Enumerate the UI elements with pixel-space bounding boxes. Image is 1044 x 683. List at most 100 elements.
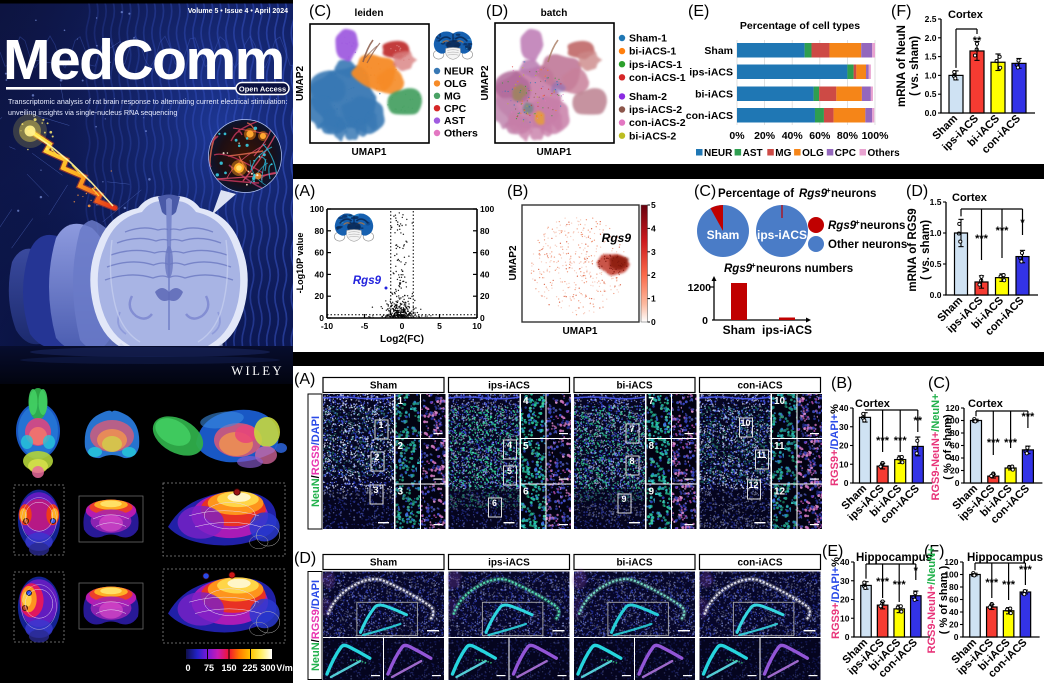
svg-text:0: 0 [844, 478, 849, 488]
svg-text:(E): (E) [688, 3, 709, 20]
svg-text:(A): (A) [294, 183, 315, 200]
svg-text:100: 100 [945, 416, 959, 426]
svg-text:Rgs9: Rgs9 [799, 188, 828, 200]
svg-text:60: 60 [949, 595, 959, 605]
svg-text:(C): (C) [928, 375, 950, 392]
svg-text:120: 120 [945, 403, 959, 413]
svg-text:(A): (A) [294, 371, 315, 388]
svg-text:75: 75 [204, 663, 214, 673]
svg-text:Percentage of cell types: Percentage of cell types [740, 20, 860, 32]
svg-text:100: 100 [944, 570, 958, 580]
svg-text:V/m: V/m [276, 663, 293, 673]
svg-text:NeuN/RGS9/DAPI: NeuN/RGS9/DAPI [310, 416, 322, 507]
svg-text:40: 40 [480, 269, 490, 279]
svg-text:Open Access: Open Access [239, 85, 286, 94]
svg-text:(C): (C) [309, 3, 331, 20]
svg-text:12: 12 [748, 480, 758, 490]
svg-text:11: 11 [774, 441, 785, 452]
svg-text:30: 30 [839, 422, 849, 432]
svg-text:300: 300 [260, 663, 275, 673]
svg-text:mRNA of RGS9: mRNA of RGS9 [907, 208, 919, 291]
svg-text:20: 20 [949, 620, 959, 630]
svg-text:OLG: OLG [444, 78, 467, 90]
svg-text:Others: Others [868, 148, 901, 159]
svg-text:ips-iACS: ips-iACS [488, 558, 530, 569]
svg-text:Transcriptomic analysis of rat: Transcriptomic analysis of rat brain res… [8, 97, 287, 106]
svg-text:con-iACS: con-iACS [686, 110, 733, 122]
svg-text:0: 0 [185, 663, 190, 673]
svg-text:(E): (E) [822, 543, 843, 560]
svg-text:(B): (B) [831, 375, 852, 392]
svg-text:2: 2 [374, 452, 379, 462]
svg-text:0: 0 [955, 478, 960, 488]
svg-text:20: 20 [840, 595, 850, 605]
svg-text:Rgs9: Rgs9 [353, 275, 382, 287]
svg-text:80: 80 [950, 428, 960, 438]
svg-text:0: 0 [400, 321, 405, 331]
svg-text:**: ** [973, 35, 982, 47]
svg-text:Sham-1: Sham-1 [629, 33, 667, 45]
svg-text:OLG: OLG [802, 148, 824, 159]
svg-text:Others: Others [444, 128, 478, 140]
svg-text:0.5: 0.5 [925, 89, 937, 99]
svg-text:4: 4 [507, 440, 512, 450]
svg-text:40%: 40% [782, 130, 804, 142]
svg-text:0: 0 [702, 315, 708, 327]
svg-text:bi-iACS: bi-iACS [616, 381, 652, 392]
svg-text:Cortex: Cortex [948, 9, 984, 21]
svg-text:RGS9-NeuN+/NeuN+: RGS9-NeuN+/NeuN+ [926, 547, 938, 654]
svg-text:ips-iACS-1: ips-iACS-1 [629, 59, 682, 71]
svg-text:Volume 5 • Issue 4 • April 202: Volume 5 • Issue 4 • April 2024 [188, 8, 288, 15]
svg-text:bi-iACS: bi-iACS [695, 88, 733, 100]
svg-text:60: 60 [950, 441, 960, 451]
svg-text:0.0: 0.0 [930, 290, 942, 300]
svg-text:batch: batch [541, 8, 568, 19]
svg-text:bi-iACS-2: bi-iACS-2 [629, 130, 676, 142]
svg-text:leiden: leiden [355, 8, 384, 19]
svg-text:( % of sham ): ( % of sham ) [938, 565, 950, 634]
svg-text:Hippocampus: Hippocampus [856, 552, 932, 564]
svg-text:9: 9 [649, 487, 655, 498]
svg-text:UMAP2: UMAP2 [295, 66, 306, 101]
svg-text:0: 0 [651, 317, 656, 327]
svg-text:Sham: Sham [707, 228, 740, 242]
svg-text:(D): (D) [486, 3, 508, 20]
svg-text:2: 2 [651, 270, 656, 280]
svg-text:RGS9+/DAPI+%: RGS9+/DAPI+% [829, 404, 841, 486]
svg-text:0%: 0% [729, 130, 745, 142]
svg-text:80%: 80% [837, 130, 859, 142]
svg-text:100%: 100% [862, 130, 890, 142]
svg-text:con-iACS: con-iACS [738, 381, 783, 392]
svg-text:(B): (B) [507, 183, 528, 200]
svg-text:bi-iACS-1: bi-iACS-1 [629, 46, 676, 58]
svg-text:8: 8 [629, 456, 634, 466]
svg-text:Rgs9: Rgs9 [724, 263, 753, 275]
svg-text:mRNA of NeuN: mRNA of NeuN [896, 25, 908, 107]
svg-text:1.0: 1.0 [925, 70, 937, 80]
svg-text:con-iACS-1: con-iACS-1 [629, 72, 686, 84]
svg-text:Rgs9: Rgs9 [828, 220, 857, 232]
svg-text:CPC: CPC [835, 148, 856, 159]
svg-text:5: 5 [651, 200, 656, 210]
svg-text:+: + [751, 261, 756, 270]
svg-text:(D): (D) [906, 183, 928, 200]
svg-text:ips-iACS: ips-iACS [488, 381, 530, 392]
svg-text:60: 60 [315, 248, 325, 258]
svg-text:( % of sham): ( % of sham) [942, 414, 954, 480]
svg-text:225: 225 [242, 663, 257, 673]
svg-text:unveiling insights via single-: unveiling insights via single-nucleus RN… [8, 108, 177, 117]
svg-text:(F): (F) [924, 543, 944, 560]
svg-text:1: 1 [398, 396, 404, 407]
svg-text:NEUR: NEUR [444, 66, 474, 78]
svg-text:40: 40 [839, 403, 849, 413]
svg-text:MG: MG [444, 90, 461, 102]
svg-text:Sham-2: Sham-2 [629, 91, 667, 103]
svg-text:5: 5 [523, 441, 529, 452]
svg-text:0.0: 0.0 [925, 108, 937, 118]
svg-text:Sham: Sham [723, 323, 756, 337]
svg-text:ips-iACS-2: ips-iACS-2 [629, 104, 682, 116]
svg-text:Cortex: Cortex [855, 398, 891, 410]
svg-text:AST: AST [743, 148, 763, 159]
svg-text:3: 3 [373, 485, 378, 495]
svg-text:6: 6 [523, 487, 529, 498]
